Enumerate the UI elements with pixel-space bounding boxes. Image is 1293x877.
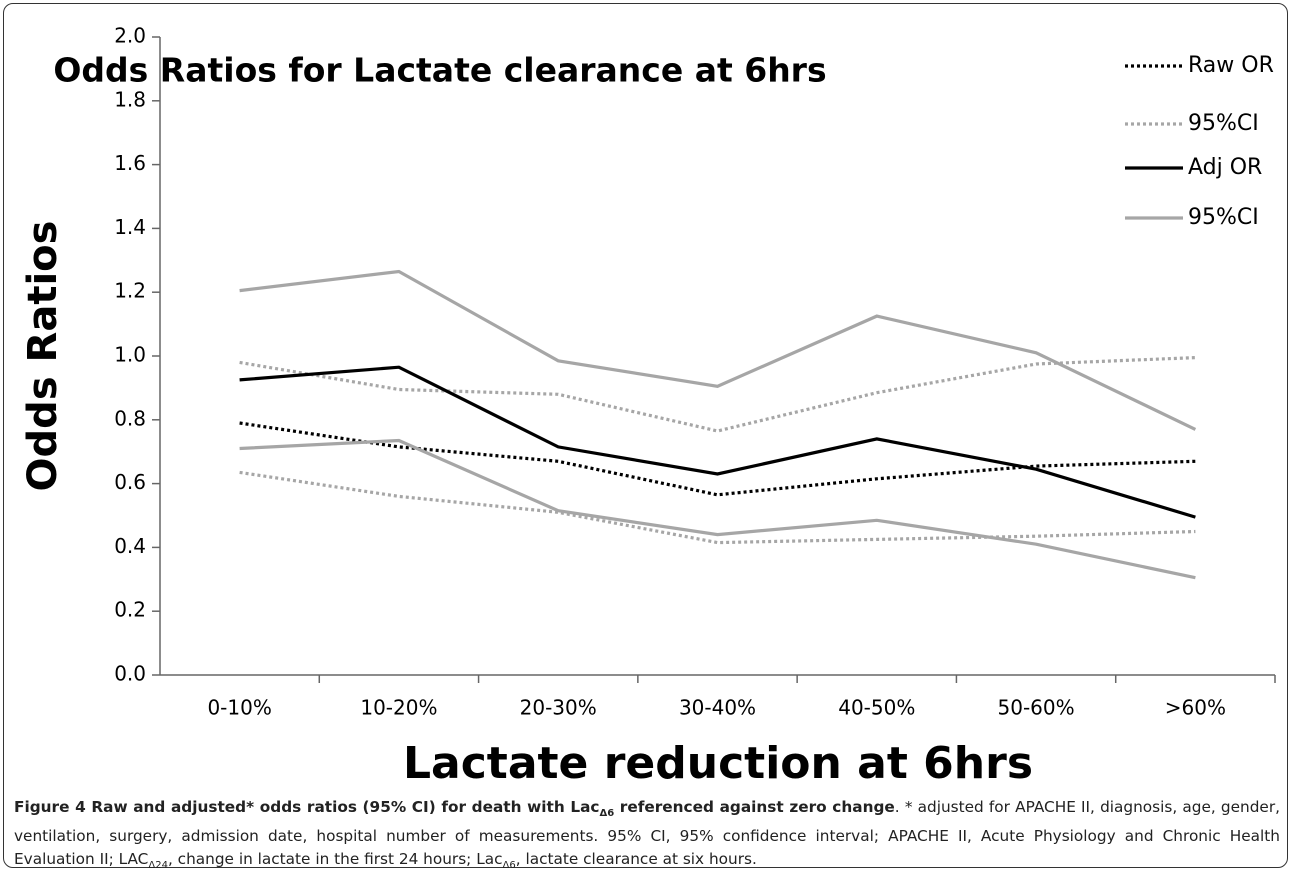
- figure-frame: [3, 3, 1288, 868]
- subscript: Δ6: [502, 860, 516, 872]
- y-tick-label: 0.6: [114, 470, 146, 494]
- y-tick-label: 1.4: [114, 215, 146, 239]
- x-tick-label: 0-10%: [207, 696, 271, 720]
- series-line: [239, 365, 1196, 519]
- series-line: [239, 356, 1196, 433]
- caption-text: , lactate clearance at six hours.: [515, 850, 757, 869]
- caption-text: . * adjusted for APACHE II, diagnosis, a…: [14, 798, 1280, 869]
- series-line: [239, 269, 1197, 431]
- series-line: [239, 438, 1196, 580]
- legend-label: Raw OR: [1188, 53, 1274, 78]
- legend-label: Adj OR: [1188, 155, 1262, 180]
- caption-text: referenced against zero change: [614, 798, 895, 816]
- y-tick-label: 1.6: [114, 151, 146, 175]
- y-tick-label: 0.4: [114, 534, 146, 558]
- y-tick-label: 1.8: [114, 87, 146, 111]
- caption-text: Figure 4 Raw and adjusted* odds ratios (…: [14, 798, 600, 816]
- series-line: [239, 470, 1196, 545]
- subscript: Δ6: [599, 808, 615, 820]
- chart: Odds Ratios for Lactate clearance at 6hr…: [20, 24, 1276, 789]
- y-tick-label: 2.0: [114, 24, 146, 48]
- y-tick-label: 0.2: [114, 598, 146, 622]
- series-line: [239, 421, 1196, 497]
- caption-text: , change in lactate in the first 24 hour…: [167, 850, 503, 869]
- x-tick-label: 30-40%: [679, 696, 756, 720]
- x-tick-label: 20-30%: [520, 696, 597, 720]
- legend-label: 95%CI: [1188, 205, 1259, 230]
- caption: Figure 4 Raw and adjusted* odds ratios (…: [14, 796, 1280, 877]
- x-tick-label: 40-50%: [838, 696, 915, 720]
- x-axis-label: Lactate reduction at 6hrs: [403, 738, 1033, 789]
- y-axis-label: Odds Ratios: [20, 221, 66, 492]
- subscript: Δ24: [148, 860, 168, 872]
- caption-title: Figure 4 Raw and adjusted* odds ratios (…: [14, 798, 895, 820]
- y-tick-label: 1.2: [114, 279, 146, 303]
- x-tick-label: 10-20%: [360, 696, 437, 720]
- legend-label: 95%CI: [1188, 111, 1259, 136]
- y-tick-label: 1.0: [114, 343, 146, 367]
- y-tick-label: 0.0: [114, 662, 146, 686]
- y-tick-label: 0.8: [114, 406, 146, 430]
- x-tick-label: 50-60%: [998, 696, 1075, 720]
- chart-title: Odds Ratios for Lactate clearance at 6hr…: [53, 51, 826, 90]
- x-tick-label: >60%: [1165, 696, 1226, 720]
